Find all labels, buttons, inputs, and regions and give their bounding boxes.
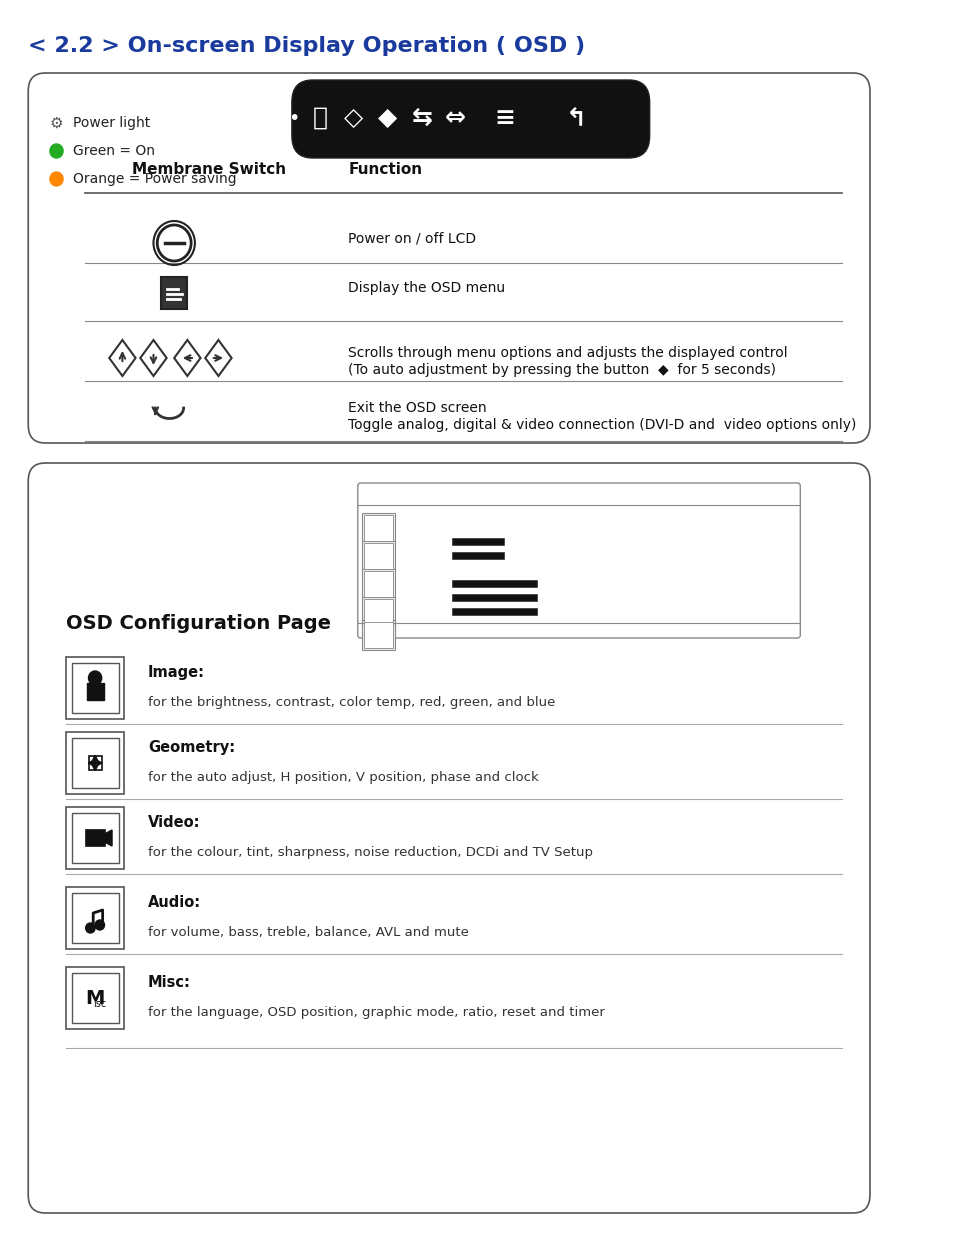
Text: for the auto adjust, H position, V position, phase and clock: for the auto adjust, H position, V posit… xyxy=(148,771,538,784)
Bar xyxy=(66,967,124,1030)
Bar xyxy=(66,732,124,794)
Bar xyxy=(66,887,124,949)
Text: Exit: ↰: Exit: ↰ xyxy=(686,625,713,635)
Bar xyxy=(362,597,395,628)
Bar xyxy=(452,608,537,615)
Text: Geometry:: Geometry: xyxy=(148,740,234,755)
Text: Image:: Image: xyxy=(148,665,205,681)
Bar xyxy=(362,541,395,571)
Bar xyxy=(364,543,393,568)
Bar xyxy=(71,893,118,943)
Bar xyxy=(364,599,393,625)
Text: Set: ⊕/⊟: Set: ⊕/⊟ xyxy=(583,625,616,635)
Text: 255: 255 xyxy=(540,593,557,602)
FancyBboxPatch shape xyxy=(357,483,800,637)
Text: Power light: Power light xyxy=(73,116,151,129)
FancyBboxPatch shape xyxy=(292,80,649,158)
Text: •: • xyxy=(288,109,299,127)
Text: Video:: Video: xyxy=(148,815,200,830)
Polygon shape xyxy=(105,830,112,846)
Bar xyxy=(452,538,503,545)
Bar xyxy=(364,621,393,649)
Text: 255: 255 xyxy=(540,578,557,587)
Text: ⓘ: ⓘ xyxy=(313,106,327,129)
Bar xyxy=(452,552,503,559)
Bar xyxy=(452,580,537,587)
Bar xyxy=(66,657,124,719)
Text: Audio:: Audio: xyxy=(148,895,201,910)
Text: for the colour, tint, sharpness, noise reduction, DCDi and TV Setup: for the colour, tint, sharpness, noise r… xyxy=(148,846,592,859)
Text: Color Temp: Color Temp xyxy=(400,565,447,573)
Text: for the language, OSD position, graphic mode, ratio, reset and timer: for the language, OSD position, graphic … xyxy=(148,1006,604,1018)
Circle shape xyxy=(89,671,102,686)
Text: User: User xyxy=(452,565,473,573)
Text: Misc:: Misc: xyxy=(148,975,191,990)
Text: ≡: ≡ xyxy=(494,106,515,129)
Text: 50: 50 xyxy=(508,536,518,545)
Text: Green = On: Green = On xyxy=(73,144,155,158)
FancyBboxPatch shape xyxy=(29,73,869,443)
Bar xyxy=(161,277,187,309)
Text: Image: Image xyxy=(481,520,516,530)
Text: < 2.2 > On-screen Display Operation ( OSD ): < 2.2 > On-screen Display Operation ( OS… xyxy=(29,36,585,55)
Text: Membrane Switch: Membrane Switch xyxy=(132,162,286,178)
Text: 1024 x 768  59.8Hz: 1024 x 768 59.8Hz xyxy=(713,490,795,498)
Text: ↰: ↰ xyxy=(565,106,586,129)
Text: Adjust: ↔: Adjust: ↔ xyxy=(362,625,397,635)
Circle shape xyxy=(95,920,105,930)
Text: isc: isc xyxy=(93,999,107,1009)
Text: Power on / off LCD: Power on / off LCD xyxy=(348,231,476,245)
Text: ◆: ◆ xyxy=(378,106,397,129)
Text: Display the OSD menu: Display the OSD menu xyxy=(348,281,505,295)
Text: ⚙: ⚙ xyxy=(50,116,63,131)
Bar xyxy=(452,594,537,600)
Bar xyxy=(71,663,118,713)
Text: Brightness: Brightness xyxy=(401,536,447,545)
Text: ⇔: ⇔ xyxy=(445,106,466,129)
Text: Orange = Power saving: Orange = Power saving xyxy=(73,171,236,186)
Bar xyxy=(89,756,102,769)
Bar xyxy=(71,973,118,1023)
Bar xyxy=(364,571,393,597)
Text: OSD Configuration Page: OSD Configuration Page xyxy=(66,614,331,633)
Text: Blue: Blue xyxy=(428,607,447,615)
Bar xyxy=(71,739,118,788)
Bar xyxy=(362,513,395,543)
Text: ◇: ◇ xyxy=(344,106,363,129)
Text: 50: 50 xyxy=(508,550,518,560)
Text: Exit the OSD screen: Exit the OSD screen xyxy=(348,401,486,416)
Text: (To auto adjustment by pressing the button  ◆  for 5 seconds): (To auto adjustment by pressing the butt… xyxy=(348,363,776,377)
Text: Green: Green xyxy=(421,593,447,602)
Bar xyxy=(71,813,118,863)
Text: ⇆: ⇆ xyxy=(411,106,432,129)
Text: Red: Red xyxy=(431,578,447,587)
Text: for the brightness, contrast, color temp, red, green, and blue: for the brightness, contrast, color temp… xyxy=(148,695,555,709)
Text: Ver: G56SN20SSTD701: Ver: G56SN20SSTD701 xyxy=(362,490,458,498)
Bar xyxy=(362,568,395,599)
Bar xyxy=(66,808,124,869)
Text: 255: 255 xyxy=(540,607,557,615)
Text: Scrolls through menu options and adjusts the displayed control: Scrolls through menu options and adjusts… xyxy=(348,346,787,360)
Text: Function: Function xyxy=(348,162,422,178)
Circle shape xyxy=(50,144,63,158)
FancyBboxPatch shape xyxy=(29,464,869,1213)
Bar xyxy=(364,515,393,541)
Circle shape xyxy=(86,924,95,933)
Bar xyxy=(86,830,105,846)
Text: Toggle analog, digital & video connection (DVI-D and  video options only): Toggle analog, digital & video connectio… xyxy=(348,418,856,432)
Bar xyxy=(362,620,395,650)
Text: Contrast: Contrast xyxy=(411,550,447,560)
Circle shape xyxy=(50,171,63,186)
Text: M: M xyxy=(86,989,105,1007)
Text: for volume, bass, treble, balance, AVL and mute: for volume, bass, treble, balance, AVL a… xyxy=(148,926,468,940)
Text: Select: ↕◆: Select: ↕◆ xyxy=(470,625,511,635)
